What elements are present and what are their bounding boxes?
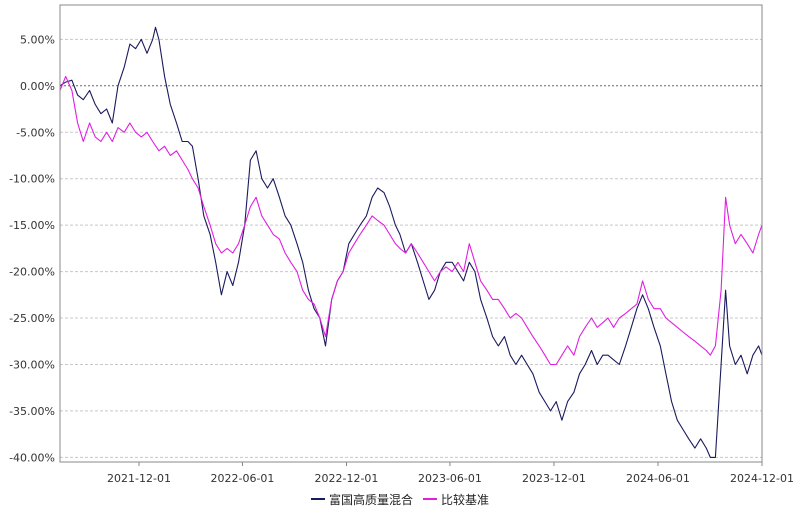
series-line-fund <box>59 26 763 458</box>
plot-frame <box>59 4 763 463</box>
legend-label-benchmark: 比较基准 <box>441 492 490 507</box>
y-tick-label: -35.00% <box>9 405 55 418</box>
x-tick-label: 2023-06-01 <box>418 472 482 485</box>
legend-item-fund: 富国高质量混合 <box>310 491 413 508</box>
y-tick-label: -25.00% <box>9 312 55 325</box>
x-tick-label: 2024-12-01 <box>730 472 794 485</box>
legend: 富国高质量混合 比较基准 <box>0 489 800 509</box>
y-tick-label: -20.00% <box>9 266 55 279</box>
x-tick-label: 2022-12-01 <box>315 472 379 485</box>
y-tick-label: -15.00% <box>9 219 55 232</box>
x-tick-label: 2023-12-01 <box>522 472 586 485</box>
y-tick-label: -40.00% <box>9 451 55 464</box>
x-axis-ticks: 2021-12-01 2022-06-01 2022-12-01 2023-06-01… <box>107 462 794 485</box>
x-tick-label: 2021-12-01 <box>107 472 171 485</box>
legend-swatch-benchmark <box>423 498 437 500</box>
y-axis-ticks: 5.00% 0.00% -5.00% -10.00% -15.00% -20.00% -25… <box>9 33 55 464</box>
y-tick-label: -30.00% <box>9 358 55 371</box>
series-group <box>59 26 763 458</box>
legend-item-benchmark: 比较基准 <box>423 491 489 508</box>
legend-label-fund: 富国高质量混合 <box>328 492 413 507</box>
y-tick-label: 5.00% <box>20 33 55 46</box>
x-tick-label: 2024-06-01 <box>626 472 690 485</box>
y-tick-label: 0.00% <box>20 80 55 93</box>
series-line-benchmark <box>59 75 763 366</box>
grid-lines <box>60 38 762 458</box>
y-tick-label: -10.00% <box>9 173 55 186</box>
x-tick-label: 2022-06-01 <box>210 472 274 485</box>
y-tick-label: -5.00% <box>16 126 55 139</box>
legend-swatch-fund <box>310 498 325 500</box>
